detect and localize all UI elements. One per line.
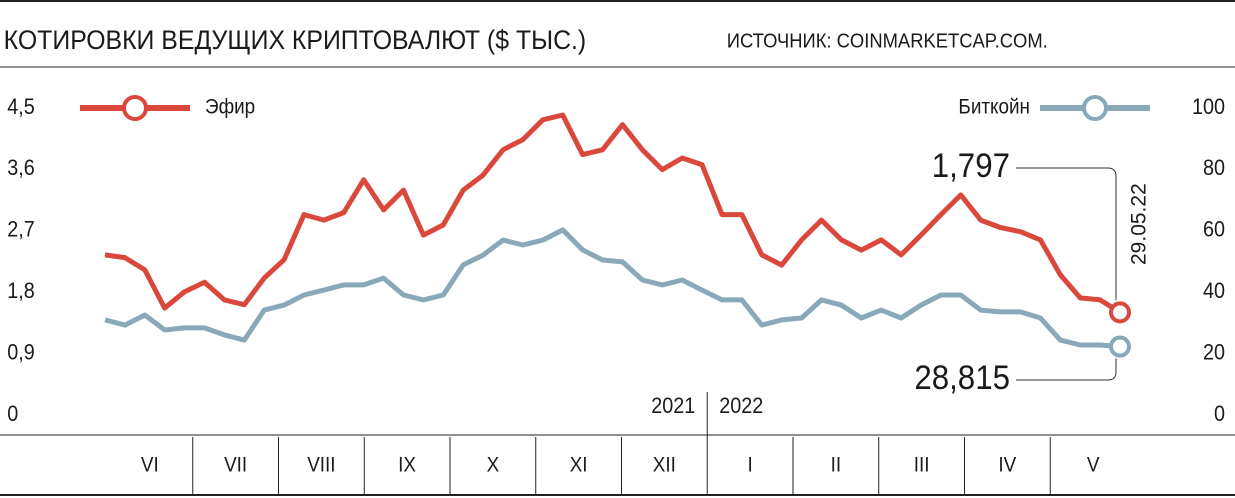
leader-line bbox=[1016, 167, 1117, 301]
y-tick-label: 4,5 bbox=[7, 95, 35, 119]
x-tick-label: VII bbox=[224, 454, 247, 477]
y2-tick-label: 60 bbox=[1203, 218, 1225, 242]
x-tick-label: VI bbox=[141, 454, 159, 477]
x-tick-label: I bbox=[747, 454, 752, 477]
y-tick-label: 1,8 bbox=[7, 279, 35, 303]
y-tick-label: 0 bbox=[7, 402, 18, 426]
y2-tick-label: 20 bbox=[1203, 340, 1225, 364]
y-tick-label: 2,7 bbox=[7, 218, 35, 242]
x-tick-label: III bbox=[914, 454, 930, 477]
value-label: 1,797 bbox=[932, 146, 1010, 185]
chart-title: КОТИРОВКИ ВЕДУЩИХ КРИПТОВАЛЮТ ($ ТЫС.) bbox=[4, 26, 587, 55]
y-tick-label: 0,9 bbox=[7, 340, 35, 364]
series-line bbox=[104, 112, 1122, 315]
x-tick-label: XII bbox=[653, 454, 676, 477]
source: ИСТОЧНИК: COINMARKETCAP.COM. bbox=[727, 31, 1048, 53]
year-label: 2021 bbox=[651, 394, 695, 418]
legend-marker bbox=[1082, 95, 1108, 121]
y2-tick-label: 100 bbox=[1192, 95, 1225, 119]
value-label: 28,815 bbox=[914, 358, 1010, 397]
legend-marker bbox=[122, 95, 148, 121]
x-tick-label: VIII bbox=[307, 454, 335, 477]
date-label: 29.05.22 bbox=[1128, 183, 1151, 265]
year-label: 2022 bbox=[719, 394, 763, 418]
end-marker bbox=[1109, 301, 1131, 324]
x-tick-label: IX bbox=[398, 454, 416, 477]
x-tick-label: IV bbox=[998, 454, 1016, 477]
legend-label: Эфир bbox=[205, 96, 255, 119]
y2-tick-label: 80 bbox=[1203, 156, 1225, 180]
x-tick-label: X bbox=[487, 454, 500, 477]
y-tick-label: 3,6 bbox=[7, 156, 35, 180]
legend-label: Биткойн bbox=[958, 96, 1030, 119]
x-tick-label: XI bbox=[570, 454, 588, 477]
y2-tick-label: 40 bbox=[1203, 279, 1225, 303]
series-line bbox=[104, 227, 1121, 349]
leader-line bbox=[1016, 358, 1117, 381]
y2-tick-label: 0 bbox=[1214, 402, 1225, 426]
x-tick-label: V bbox=[1087, 454, 1100, 477]
end-marker bbox=[1109, 335, 1131, 358]
x-tick-label: II bbox=[831, 454, 842, 477]
